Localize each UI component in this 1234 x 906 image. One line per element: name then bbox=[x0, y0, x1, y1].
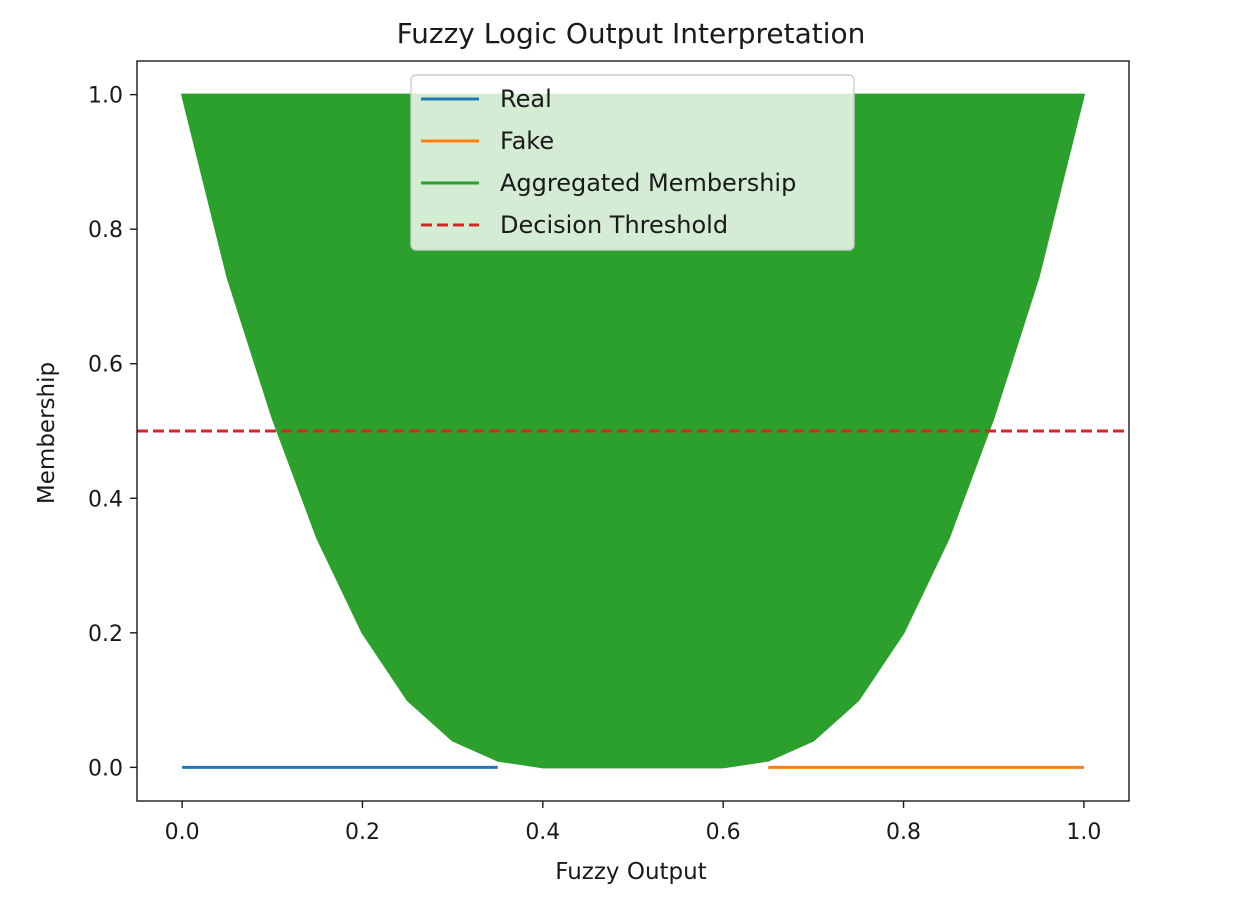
x-tick-label: 0.0 bbox=[165, 820, 200, 845]
x-tick-label: 0.6 bbox=[706, 820, 741, 845]
plot-area bbox=[137, 93, 1129, 769]
legend-box bbox=[410, 74, 855, 251]
legend-label: Real bbox=[500, 85, 552, 113]
axes-frame bbox=[136, 60, 1130, 802]
y-tick-label: 0.8 bbox=[88, 218, 123, 243]
x-axis: 0.0 0.2 0.4 0.6 0.8 1.0 bbox=[165, 801, 1101, 845]
x-tick-label: 1.0 bbox=[1066, 820, 1101, 845]
x-tick-label: 0.8 bbox=[886, 820, 921, 845]
legend-label: Aggregated Membership bbox=[500, 169, 796, 197]
y-tick-label: 1.0 bbox=[88, 84, 123, 109]
y-axis: 0.0 0.2 0.4 0.6 0.8 1.0 bbox=[88, 84, 137, 781]
legend: Real Fake Aggregated Membership Decision Th… bbox=[410, 74, 855, 251]
series-group bbox=[137, 93, 1129, 769]
y-tick-label: 0.6 bbox=[88, 353, 123, 378]
legend-label: Decision Threshold bbox=[500, 211, 728, 239]
x-tick-label: 0.2 bbox=[345, 820, 380, 845]
x-tick-label: 0.4 bbox=[525, 820, 560, 845]
chart-title: Fuzzy Logic Output Interpretation bbox=[397, 17, 866, 50]
y-tick-label: 0.2 bbox=[88, 622, 123, 647]
y-tick-label: 0.4 bbox=[88, 487, 123, 512]
y-tick-label: 0.0 bbox=[88, 756, 123, 781]
legend-label: Fake bbox=[500, 127, 554, 155]
x-axis-label: Fuzzy Output bbox=[555, 859, 707, 885]
y-axis-label: Membership bbox=[34, 362, 60, 504]
